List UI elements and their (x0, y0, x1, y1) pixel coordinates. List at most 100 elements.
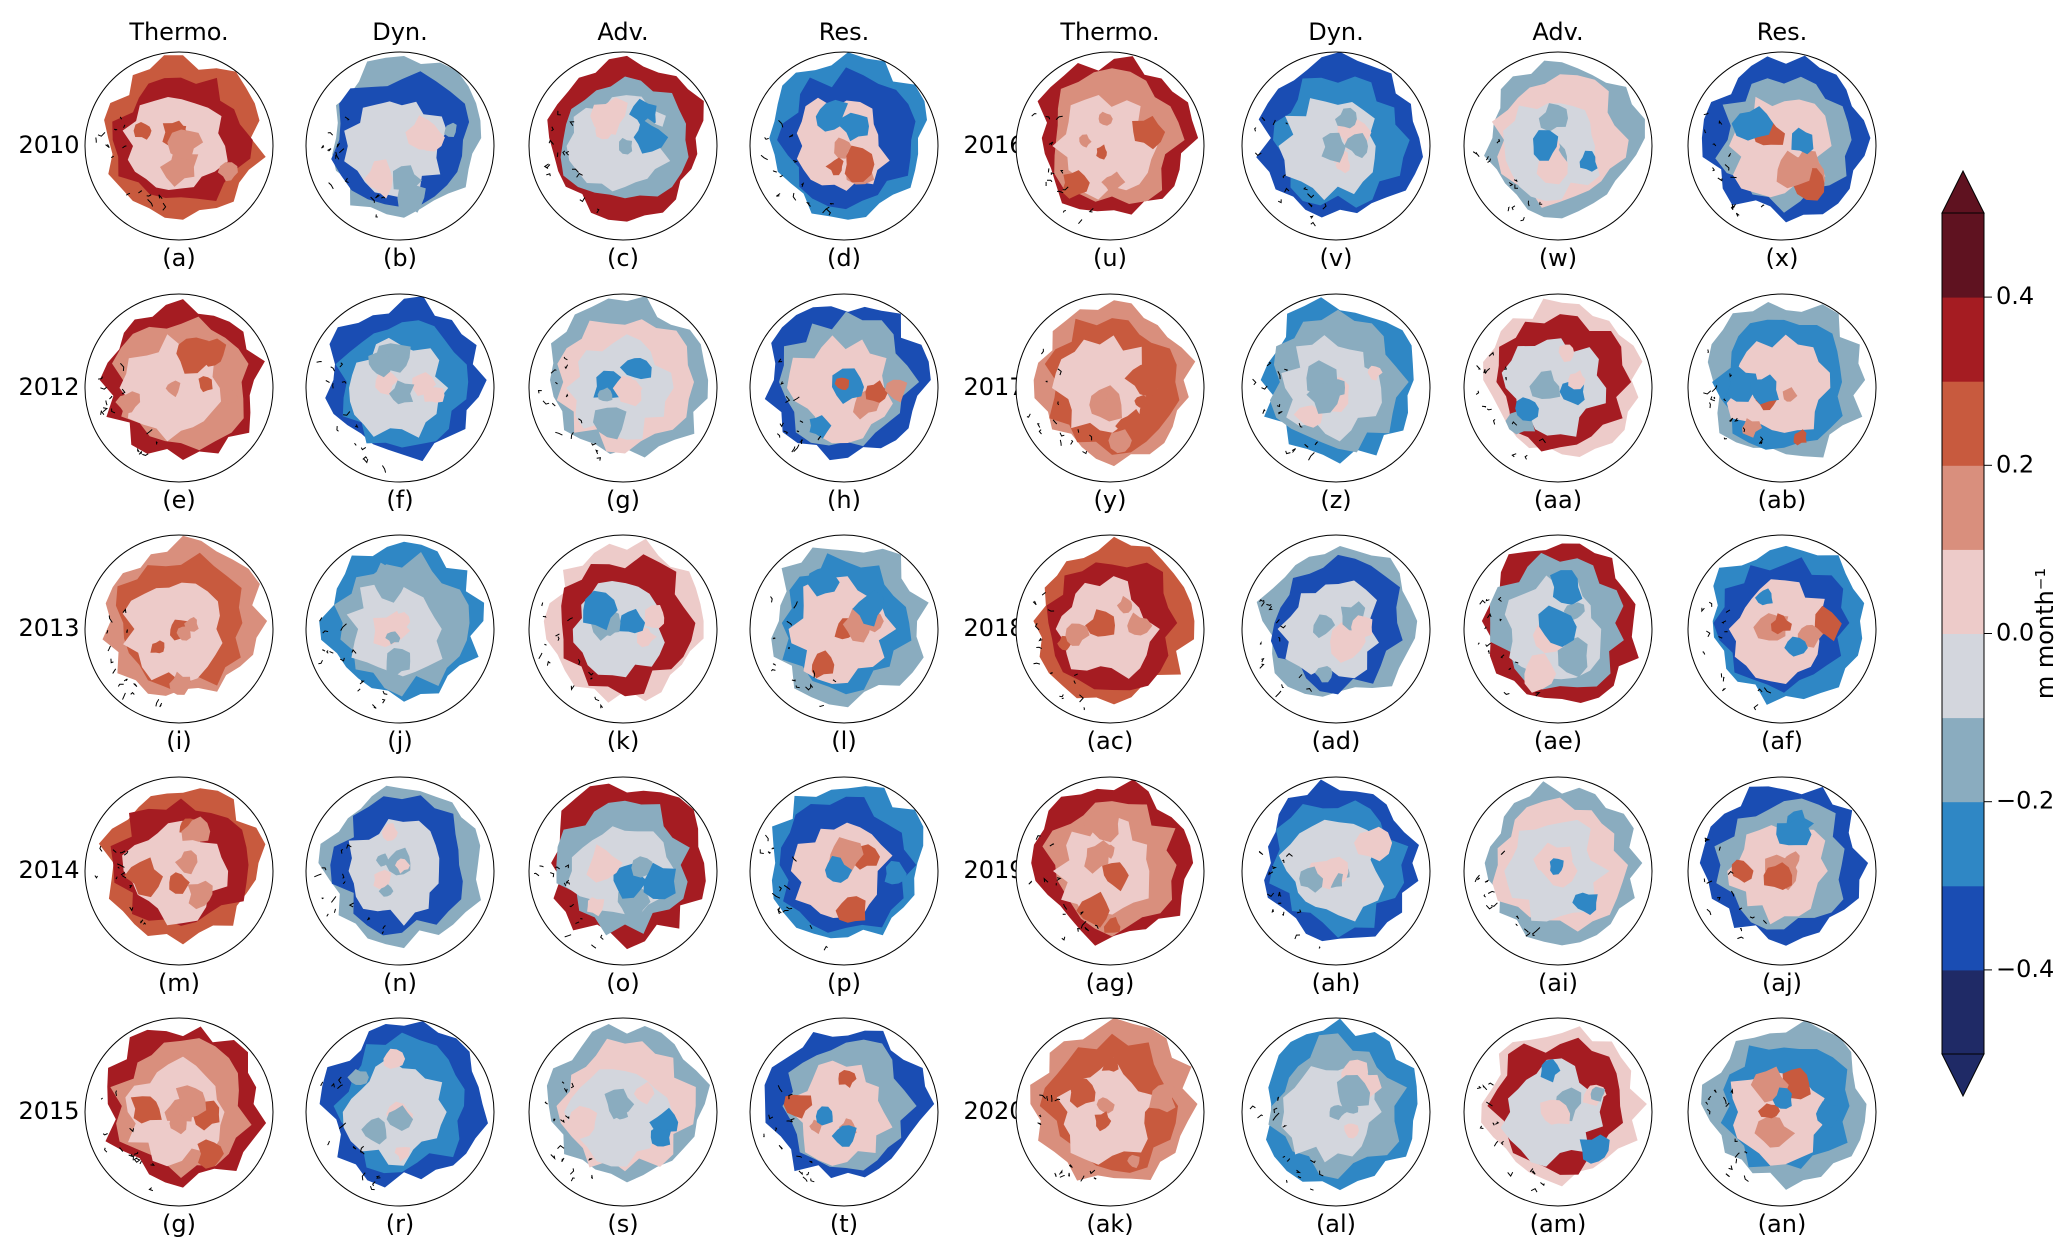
sea-ice-patch (644, 605, 665, 629)
coastline (538, 602, 603, 709)
map-boundary (1687, 293, 1877, 483)
panel-label: (ah) (1312, 969, 1361, 997)
panel-label: (e) (162, 486, 196, 514)
map-panel (1463, 776, 1653, 966)
panel-label: (d) (827, 244, 861, 272)
coastline (759, 834, 828, 951)
map-panel (305, 1017, 495, 1207)
sea-ice-patch (1089, 385, 1122, 422)
sea-ice-patch (175, 1085, 207, 1119)
sea-ice-patch (650, 1126, 672, 1147)
panel-label: (ab) (1758, 486, 1807, 514)
map-boundary (84, 534, 274, 724)
map-content (85, 1018, 273, 1206)
panel-label: (k) (607, 727, 640, 755)
sea-ice-patch (1731, 106, 1774, 141)
sea-ice-patch (1094, 1111, 1112, 1132)
map-boundary (528, 776, 718, 966)
coastline (770, 596, 837, 708)
sea-ice-patch (150, 640, 165, 654)
sea-ice-patch (619, 137, 633, 155)
sea-ice-patch (865, 380, 888, 403)
year-label: 2016 (963, 131, 1024, 159)
coastline (95, 116, 167, 211)
colorbar-bin (1942, 633, 1984, 719)
colorbar-bin (1942, 885, 1984, 971)
coastline (1254, 117, 1327, 227)
sea-ice-patch (123, 857, 163, 898)
map-boundary (749, 293, 939, 483)
sea-ice-patch (1572, 892, 1598, 915)
panel-label: (t) (830, 1210, 858, 1238)
panel-label: (s) (607, 1210, 638, 1238)
sea-ice-patch (167, 129, 204, 160)
coastline (1703, 837, 1767, 940)
sea-ice-patch (613, 863, 648, 899)
map-content (1242, 1018, 1430, 1206)
sea-ice-patch (1367, 365, 1383, 381)
sea-ice-patch (587, 897, 605, 917)
map-content (1016, 52, 1204, 240)
sea-ice-patch (1306, 383, 1341, 414)
sea-ice-patch (1538, 103, 1568, 132)
sea-ice-patch (376, 853, 389, 867)
sea-ice-patch (637, 627, 657, 648)
map-panel (1463, 293, 1653, 483)
panel-label: (r) (386, 1210, 415, 1238)
map-boundary (749, 534, 939, 724)
map-boundary (84, 293, 274, 483)
sea-ice-patch (633, 118, 669, 154)
map-content (1464, 777, 1652, 965)
sea-ice-patch (1515, 397, 1539, 422)
sea-ice-patch (1558, 344, 1574, 362)
sea-ice-core (1052, 335, 1160, 433)
map-panel (528, 293, 718, 483)
coastline (1037, 1094, 1097, 1182)
map-panel (84, 51, 274, 241)
map-boundary (305, 293, 495, 483)
sea-ice-patch (884, 379, 908, 403)
map-boundary (1687, 776, 1877, 966)
sea-ice-patch (783, 1094, 813, 1119)
coastline (544, 1081, 593, 1182)
sea-ice-patch (1076, 891, 1110, 928)
panel-label: (z) (1320, 486, 1351, 514)
map-panel (1687, 51, 1877, 241)
sea-ice-patch (1065, 623, 1090, 646)
map-boundary (1241, 776, 1431, 966)
sea-ice-patch (187, 880, 213, 910)
sea-ice-patch (395, 858, 410, 874)
map-content (1016, 777, 1204, 965)
sea-ice-patch (1313, 614, 1336, 639)
map-panel (1015, 1017, 1205, 1207)
sea-ice-patch (633, 1081, 655, 1105)
map-panel (749, 776, 939, 966)
map-content (1242, 777, 1430, 965)
coastline (1026, 348, 1093, 455)
coastline (314, 844, 386, 935)
map-content (1016, 1018, 1204, 1206)
sea-ice-patch (1540, 1059, 1561, 1083)
map-content (1016, 535, 1204, 723)
sea-ice-patch (130, 1096, 162, 1124)
sea-ice-patch (1538, 605, 1577, 647)
coastline (543, 110, 600, 214)
panel-label: (v) (1320, 244, 1353, 272)
sea-ice-patch (176, 626, 191, 641)
map-panel (528, 51, 718, 241)
sea-ice-patch (835, 896, 866, 923)
panel-label: (x) (1766, 244, 1799, 272)
sea-ice-patch (839, 112, 869, 142)
sea-ice-patch (1590, 1086, 1606, 1102)
sea-ice-patch (138, 579, 152, 592)
map-boundary (1463, 534, 1653, 724)
map-content (529, 777, 717, 965)
map-panel (84, 776, 274, 966)
panel-label: (o) (606, 969, 639, 997)
map-panel (305, 51, 495, 241)
map-content (1688, 294, 1876, 482)
coastline (94, 845, 146, 925)
map-content (1688, 1018, 1876, 1206)
map-content (529, 535, 717, 723)
sea-ice-patch (1782, 387, 1798, 402)
